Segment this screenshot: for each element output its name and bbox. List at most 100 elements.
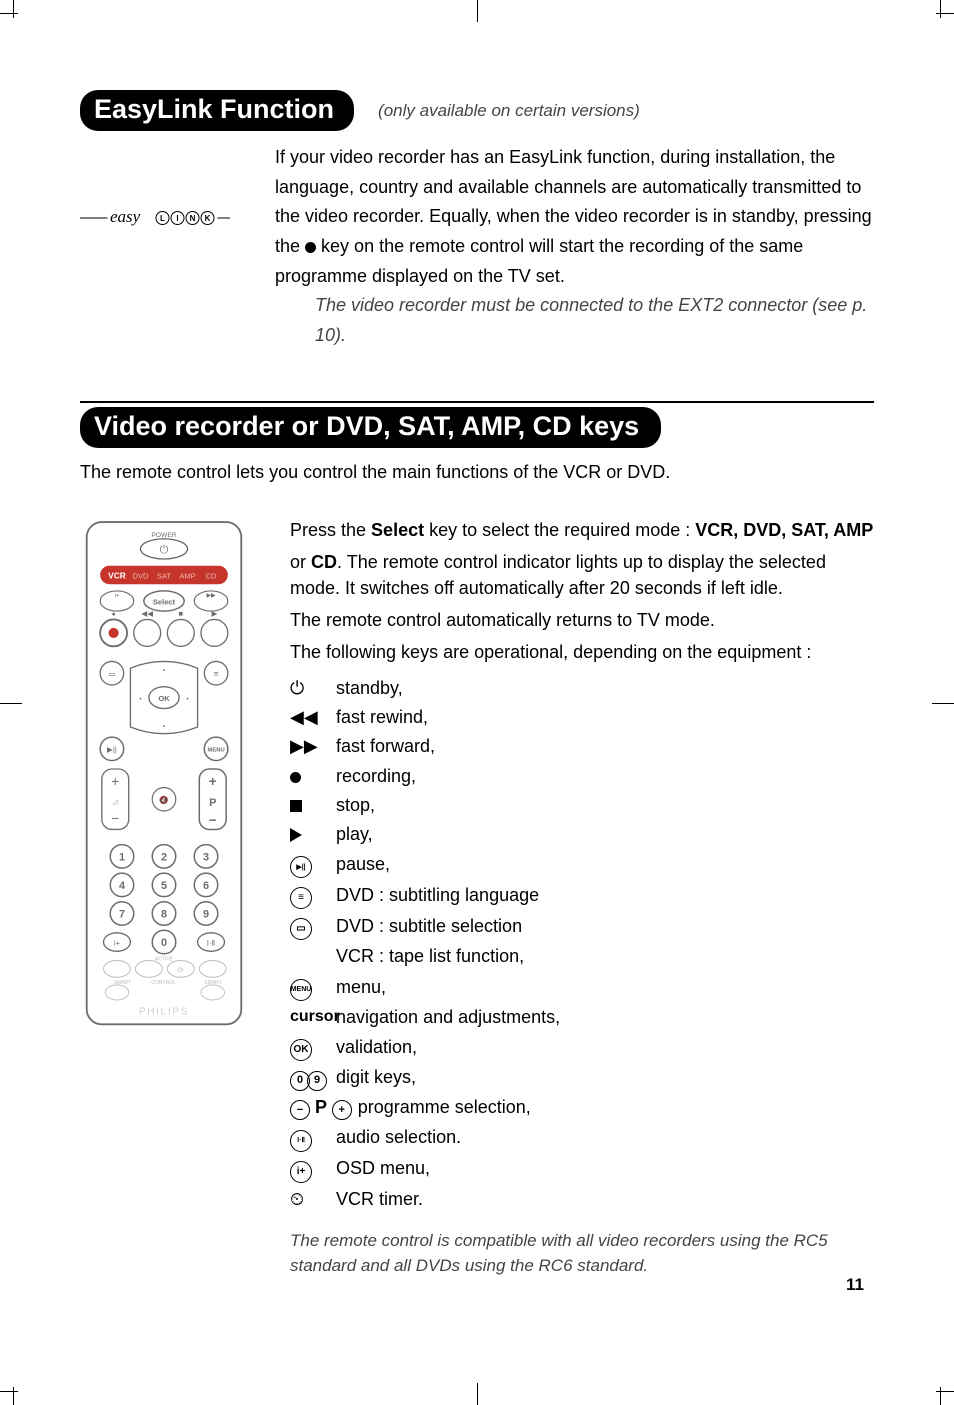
svg-text:P: P <box>209 797 216 809</box>
svg-text:6: 6 <box>203 880 209 892</box>
svg-text:N: N <box>190 214 196 223</box>
key-desc: recording, <box>336 763 874 789</box>
crop-mark <box>940 1387 941 1405</box>
svg-text:●: ● <box>112 611 116 618</box>
svg-text:⊿: ⊿ <box>112 796 119 806</box>
crop-mark <box>477 0 478 22</box>
svg-text:5: 5 <box>161 880 167 892</box>
svg-text:7: 7 <box>119 908 125 920</box>
svg-text:4: 4 <box>119 880 125 892</box>
keys-list: ⏻standby,◀◀fast rewind,▶▶fast forward,re… <box>290 675 874 1211</box>
svg-text:0: 0 <box>161 937 167 949</box>
key-desc: menu, <box>336 974 874 1000</box>
key-desc: DVD : subtitling language <box>336 882 874 908</box>
svg-text:POWER: POWER <box>151 532 176 539</box>
svg-text:i+: i+ <box>115 593 120 599</box>
svg-text:MENU: MENU <box>207 747 224 753</box>
easylink-logo: easy L I N K <box>80 203 230 233</box>
svg-text:Select: Select <box>153 597 176 606</box>
key-symbol: Ⅰ·Ⅱ <box>290 1123 336 1152</box>
crop-mark <box>0 703 22 704</box>
key-desc: VCR : tape list function, <box>336 943 874 969</box>
key-symbol: i+ <box>290 1155 336 1183</box>
vcr-lead: The remote control lets you control the … <box>80 462 874 483</box>
svg-text:OK: OK <box>158 694 170 703</box>
key-desc: digit keys, <box>336 1064 874 1090</box>
key-symbol: ◀◀ <box>290 704 336 730</box>
svg-text:🔇: 🔇 <box>159 795 168 804</box>
crop-mark <box>13 1387 14 1405</box>
svg-text:2: 2 <box>161 851 167 863</box>
record-dot-icon <box>305 242 316 253</box>
crop-mark <box>936 1391 954 1392</box>
easylink-heading: EasyLink Function <box>80 90 354 131</box>
key-symbol: ⏻ <box>290 675 336 701</box>
key-symbol: 09 <box>290 1064 336 1091</box>
easylink-subtitle: (only available on certain versions) <box>378 101 640 121</box>
svg-text:VCR: VCR <box>108 570 126 580</box>
svg-text:Ⅰ·Ⅱ: Ⅰ·Ⅱ <box>207 938 216 947</box>
key-symbol <box>290 821 336 847</box>
key-desc: fast forward, <box>336 733 874 759</box>
svg-text:i+: i+ <box>114 938 121 947</box>
svg-text:•: • <box>163 723 166 730</box>
svg-text:I: I <box>176 214 178 223</box>
svg-text:⏻: ⏻ <box>160 544 169 556</box>
key-desc: validation, <box>336 1034 874 1060</box>
svg-text:•: • <box>139 696 142 703</box>
svg-text:+: + <box>209 774 217 789</box>
key-desc: play, <box>336 821 874 847</box>
crop-mark <box>0 13 18 14</box>
rc5-footnote: The remote control is compatible with al… <box>290 1228 874 1279</box>
key-symbol: − P + <box>290 1094 352 1121</box>
key-desc: audio selection. <box>336 1124 874 1150</box>
svg-text:L: L <box>160 214 165 223</box>
svg-text:SAT: SAT <box>157 571 172 580</box>
key-symbol: ▶|| <box>290 850 336 879</box>
svg-text:easy: easy <box>110 207 141 226</box>
svg-text:•: • <box>163 667 166 674</box>
svg-text:■: ■ <box>179 609 184 618</box>
key-desc: programme selection, <box>358 1094 531 1120</box>
svg-text:+: + <box>111 774 119 789</box>
key-symbol: ⏲ <box>290 1186 336 1212</box>
key-symbol: ≡ <box>290 881 336 909</box>
key-desc: pause, <box>336 851 874 877</box>
key-desc: navigation and adjustments, <box>336 1004 874 1030</box>
press-select-line: Press the Select key to select the requi… <box>290 517 874 543</box>
svg-text:1: 1 <box>119 851 125 863</box>
key-symbol <box>290 763 336 789</box>
easylink-body-part2: key on the remote control will start the… <box>275 236 803 286</box>
key-desc: standby, <box>336 675 874 701</box>
svg-text:⟳: ⟳ <box>178 965 185 974</box>
key-symbol <box>290 943 336 969</box>
crop-mark <box>477 1383 478 1405</box>
vcr-heading: Video recorder or DVD, SAT, AMP, CD keys <box>80 407 661 448</box>
svg-text:▶||: ▶|| <box>107 745 117 754</box>
key-symbol: OK <box>290 1033 336 1061</box>
crop-mark <box>13 0 14 18</box>
key-symbol <box>290 792 336 818</box>
svg-text:PHILIPS: PHILIPS <box>139 1006 189 1017</box>
svg-text:−: − <box>209 812 217 827</box>
key-symbol: ▶▶ <box>290 733 336 759</box>
following-keys-line: The following keys are operational, depe… <box>290 639 874 665</box>
easylink-body: If your video recorder has an EasyLink f… <box>275 143 874 351</box>
key-desc: DVD : subtitle selection <box>336 913 874 939</box>
svg-text:9: 9 <box>203 908 209 920</box>
remote-illustration: POWER ⏻ VCR DVD SAT AMP CD i+ Select ▶▶ <box>80 517 248 1029</box>
section-rule <box>80 401 874 403</box>
svg-text:AMP: AMP <box>179 571 195 580</box>
svg-text:CD: CD <box>206 571 217 580</box>
or-cd-line: or CD. The remote control indicator ligh… <box>290 549 874 601</box>
svg-text:−: − <box>111 811 119 826</box>
key-desc: OSD menu, <box>336 1155 874 1181</box>
key-symbol: MENU <box>290 972 336 1001</box>
svg-text:CONTROL: CONTROL <box>151 980 176 986</box>
svg-text:▶▶: ▶▶ <box>207 593 217 599</box>
svg-text:◀◀: ◀◀ <box>141 609 154 618</box>
easylink-note: The video recorder must be connected to … <box>315 291 874 350</box>
svg-text:≡: ≡ <box>214 668 219 678</box>
svg-text:ACTIVE: ACTIVE <box>155 956 174 962</box>
key-symbol: ▭ <box>290 912 336 940</box>
